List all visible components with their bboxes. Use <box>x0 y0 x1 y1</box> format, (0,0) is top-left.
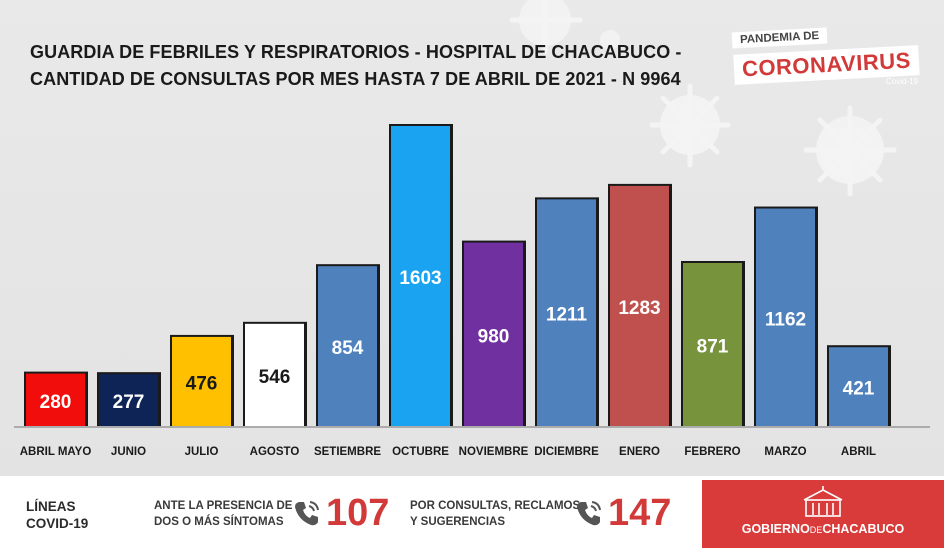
category-label: JUNIO <box>111 446 146 458</box>
bar-noviembre <box>464 242 523 426</box>
bar-value-label: 280 <box>40 392 72 413</box>
bar-abril-mayo <box>26 373 85 426</box>
bar-marzo <box>756 208 815 426</box>
phone-icon <box>295 501 319 526</box>
footer-lineas: LÍNEAS <box>26 499 76 514</box>
bar-value-label: 1603 <box>399 268 441 289</box>
bar-febrero <box>683 262 742 426</box>
bar-value-label: 421 <box>843 379 875 400</box>
chart-area: GUARDIA DE FEBRILES Y RESPIRATORIOS - HO… <box>0 0 944 476</box>
phone-number-147[interactable]: 147 <box>608 492 672 534</box>
gobierno-name: GOBIERNODECHACABUCO <box>702 522 944 536</box>
bar-value-label: 546 <box>259 367 291 388</box>
bar-value-label: 854 <box>332 338 364 359</box>
chart-title-line-2: CANTIDAD DE CONSULTAS POR MES HASTA 7 DE… <box>30 69 681 89</box>
bar-value-label: 476 <box>186 373 218 394</box>
footer-lines-label: LÍNEAS COVID-19 <box>26 498 88 532</box>
footer-text-complaints-b: Y SUGERENCIAS <box>410 516 506 528</box>
category-label: AGOSTO <box>250 446 300 458</box>
coronavirus-badge: PANDEMIA DE CORONAVIRUS Covid-19 <box>724 27 920 90</box>
footer-text-symptoms-a: ANTE LA PRESENCIA DE <box>154 500 293 512</box>
footer-text-complaints-a: POR CONSULTAS, RECLAMOS <box>410 500 581 512</box>
category-label: JULIO <box>185 446 219 458</box>
footer-covid: COVID-19 <box>26 516 89 531</box>
phone-icon <box>577 501 601 526</box>
category-label: DICIEMBRE <box>534 446 599 458</box>
category-label: MARZO <box>764 446 806 458</box>
bar-value-label: 1283 <box>618 298 660 319</box>
bar-setiembre <box>318 266 377 426</box>
category-label: OCTUBRE <box>392 446 449 458</box>
phone-number-107[interactable]: 107 <box>326 492 390 534</box>
bar-enero <box>610 185 669 426</box>
gobierno-name-a: GOBIERNO <box>741 522 810 536</box>
bar-value-label: 1162 <box>765 309 806 330</box>
gobierno-name-de: DE <box>809 525 823 535</box>
footer-text-symptoms: ANTE LA PRESENCIA DE DOS O MÁS SÍNTOMAS <box>154 498 292 530</box>
category-label: ABRIL <box>841 446 876 458</box>
category-label: ABRIL MAYO <box>20 446 92 458</box>
footer-text-symptoms-b: DOS O MÁS SÍNTOMAS <box>154 516 284 528</box>
bar-agosto <box>245 323 304 426</box>
footer-text-complaints: POR CONSULTAS, RECLAMOS Y SUGERENCIAS <box>410 498 580 530</box>
bar-octubre <box>391 126 450 426</box>
category-label: ENERO <box>619 446 660 458</box>
bar-abril <box>829 347 888 426</box>
bar-value-label: 277 <box>113 392 145 413</box>
badge-sub-text: Covid-19 <box>885 77 918 86</box>
bar-junio <box>99 374 158 426</box>
chart-title-line-1: GUARDIA DE FEBRILES Y RESPIRATORIOS - HO… <box>30 42 682 62</box>
bar-value-label: 871 <box>697 336 729 357</box>
bar-julio <box>172 336 231 426</box>
bar-value-label: 1211 <box>546 305 588 326</box>
bar-diciembre <box>537 199 596 426</box>
footer: LÍNEAS COVID-19 ANTE LA PRESENCIA DE DOS… <box>0 476 944 548</box>
gobierno-logo: GOBIERNODECHACABUCO <box>702 480 944 548</box>
category-label: SETIEMBRE <box>314 446 381 458</box>
bar-chart: 280 ABRIL MAYO 277 JUNIO 476 JULIO 546 AGOSTO 85… <box>14 124 930 458</box>
category-label: NOVIEMBRE <box>459 446 529 458</box>
category-label: FEBRERO <box>684 446 740 458</box>
government-building-icon <box>803 486 843 517</box>
gobierno-name-b: CHACABUCO <box>822 522 905 536</box>
bar-value-label: 980 <box>478 326 510 347</box>
